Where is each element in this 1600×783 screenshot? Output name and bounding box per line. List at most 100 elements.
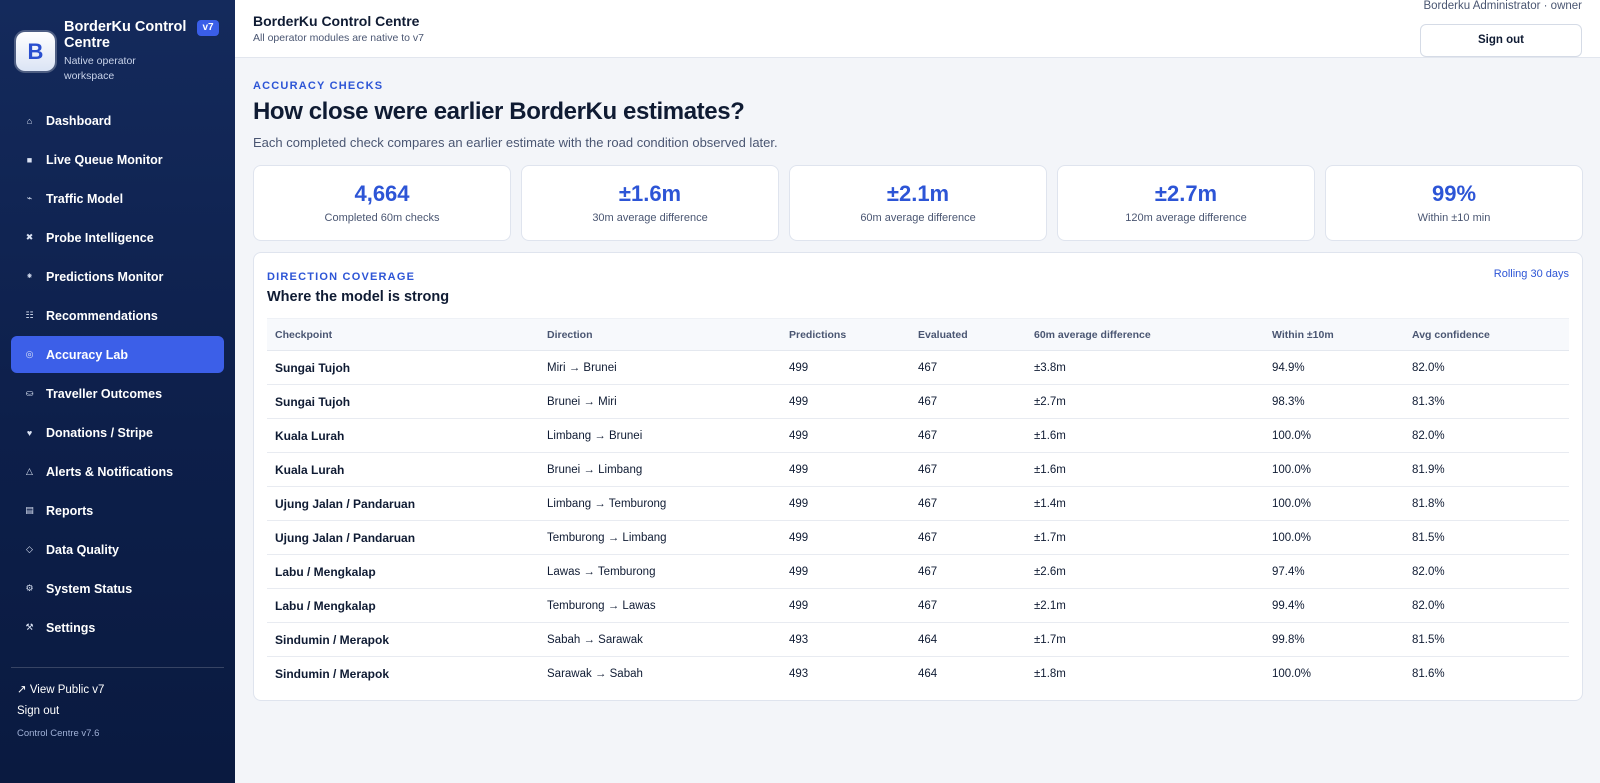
range-selector[interactable]: Rolling 30 days [1493,268,1569,280]
view-public-link[interactable]: ↗ View Public v7 [17,684,105,696]
signout-button[interactable]: Sign out [1420,24,1582,57]
direction-cell: Sarawak → Sabah [547,667,643,680]
sidebar-item-probe-intelligence[interactable]: ✖ Probe Intelligence [11,219,224,256]
model-icon: ⌁ [26,193,33,203]
predictions-cell: 499 [781,554,910,589]
table-body: Sungai Tujoh Miri → Brunei 499 467 ±3.8m 94.9… [267,350,1569,691]
within-cell: 98.3% [1264,384,1404,419]
sidebar-item-data-quality[interactable]: ◇ Data Quality [11,531,224,568]
probe-icon: ✖ [25,232,34,242]
sidebar-item-label: Settings [46,620,96,635]
predictions-cell: 499 [781,588,910,623]
sidebar-item-label: Traveller Outcomes [46,386,163,401]
sidebar-item-traffic-model[interactable]: ⌁ Traffic Model [11,180,224,217]
table-row: Kuala Lurah Limbang → Brunei 499 467 ±1.6m 10… [267,418,1569,453]
sidebar-item-label: Data Quality [46,542,119,557]
stat-card: 4,664 Completed 60m checks [253,165,511,241]
difference-cell: ±2.1m [1026,588,1264,623]
sidebar-item-label: Probe Intelligence [46,230,154,245]
difference-cell: ±1.7m [1026,622,1264,657]
evaluated-cell: 467 [910,554,1026,589]
target-icon: ◎ [25,349,34,359]
table-row: Sungai Tujoh Miri → Brunei 499 467 ±3.8m 94.9… [267,350,1569,385]
coverage-table: Checkpoint Direction Predictions Evaluated 6… [267,318,1569,691]
column-header: 60m average difference [1026,318,1264,351]
table-row: Sindumin / Merapok Sabah → Sarawak 493 464 ±… [267,622,1569,657]
sidebar-item-alerts-notifications[interactable]: △ Alerts & Notifications [11,453,224,490]
stat-value: ±2.7m [1154,181,1218,206]
predictions-cell: 499 [781,486,910,521]
stat-value: ±2.1m [886,181,950,206]
checkpoint-cell: Labu / Mengkalap [267,588,539,623]
diamond-icon: ◇ [26,544,33,554]
evaluated-cell: 467 [910,418,1026,453]
confidence-cell: 82.0% [1404,418,1569,453]
sidebar-item-label: Donations / Stripe [46,425,153,440]
sidebar-item-label: Live Queue Monitor [46,152,163,167]
sidebar-item-settings[interactable]: ⚒ Settings [11,609,224,646]
checkpoint-cell: Ujung Jalan / Pandaruan [267,520,539,555]
topbar: BorderKu Control Centre All operator mod… [235,0,1600,58]
within-cell: 97.4% [1264,554,1404,589]
sidebar-item-live-queue-monitor[interactable]: ■ Live Queue Monitor [11,141,224,178]
direction-cell: Brunei → Limbang [539,452,781,487]
within-cell: 94.9% [1264,350,1404,385]
stat-card: ±2.7m 120m average difference [1057,165,1315,241]
brand: B BorderKu Control Centre Native operato… [16,18,221,84]
direction-coverage-card: DIRECTION COVERAGE Where the model is st… [253,252,1583,701]
direction-cell: Miri → Brunei [539,350,781,385]
checkpoint-cell: Sungai Tujoh [267,384,539,419]
version-badge: v7 [197,20,219,36]
stat-card: 99% Within ±10 min [1325,165,1583,241]
within-cell: 100.0% [1272,667,1312,680]
sidebar-footer: ↗ View Public v7 Sign out Control Centre… [11,667,224,739]
stat-label: Completed 60m checks [324,212,440,224]
stat-card: ±1.6m 30m average difference [521,165,779,241]
sidebar-item-label: Dashboard [46,113,112,128]
sidebar-item-label: Reports [46,503,94,518]
heart-icon: ♥ [26,427,33,438]
sidebar-item-label: System Status [46,581,133,596]
page-title: How close were earlier BorderKu estimate… [253,98,745,125]
brand-title: BorderKu Control Centre [64,19,187,51]
direction-cell: Temburong → Lawas [539,588,781,623]
sidebar-item-dashboard[interactable]: ⌂ Dashboard [11,102,224,139]
column-header: Predictions [781,318,910,351]
current-user: Borderku Administrator · owner [1423,0,1582,12]
column-header: Within ±10m [1264,318,1404,351]
stats-row: 4,664 Completed 60m checks ±1.6m 30m averag… [253,165,1583,241]
sidebar-item-reports[interactable]: ▤ Reports [11,492,224,529]
checkpoint-cell: Sindumin / Merapok [275,666,390,681]
predictions-cell: 493 [789,667,809,680]
direction-cell: Temburong → Limbang [539,520,781,555]
evaluated-cell: 464 [910,622,1026,657]
evaluated-cell: 467 [910,520,1026,555]
stat-value: ±1.6m [618,181,682,206]
predictions-cell: 499 [781,384,910,419]
evaluated-cell: 467 [910,350,1026,385]
difference-cell: ±1.6m [1026,418,1264,453]
outcomes-icon: ⛀ [25,388,34,398]
confidence-cell: 81.5% [1404,622,1569,657]
confidence-cell: 81.9% [1404,452,1569,487]
sidebar-item-predictions-monitor[interactable]: ⁕ Predictions Monitor [11,258,224,295]
stat-value: 4,664 [354,181,410,206]
confidence-cell: 81.5% [1404,520,1569,555]
sidebar-signout-link[interactable]: Sign out [17,705,60,717]
table-row: Ujung Jalan / Pandaruan Limbang → Temburo… [267,486,1569,521]
column-header: Direction [539,318,781,351]
alert-icon: △ [26,466,33,476]
predictions-cell: 499 [781,350,910,385]
checkpoint-cell: Kuala Lurah [267,418,539,453]
difference-cell: ±2.6m [1026,554,1264,589]
sidebar-item-donations-stripe[interactable]: ♥ Donations / Stripe [11,414,224,451]
sidebar-item-traveller-outcomes[interactable]: ⛀ Traveller Outcomes [11,375,224,412]
sidebar-item-label: Alerts & Notifications [46,464,174,479]
sidebar-item-recommendations[interactable]: ☷ Recommendations [11,297,224,334]
sidebar-item-label: Traffic Model [46,191,124,206]
sidebar-item-accuracy-lab[interactable]: ◎ Accuracy Lab [11,336,224,373]
sidebar-item-system-status[interactable]: ⚙ System Status [11,570,224,607]
within-cell: 100.0% [1264,418,1404,453]
direction-cell: Limbang → Brunei [539,418,781,453]
difference-cell: ±3.8m [1026,350,1264,385]
